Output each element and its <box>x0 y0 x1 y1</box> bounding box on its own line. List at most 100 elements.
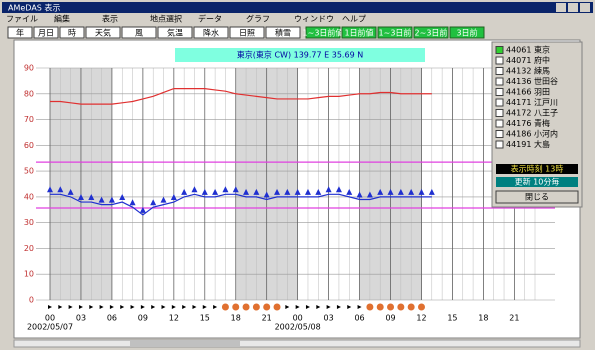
hour-arrow <box>202 305 207 309</box>
hour-dot <box>407 303 415 311</box>
x-tick-label: 18 <box>478 314 488 323</box>
data-marker <box>253 188 260 195</box>
station-name[interactable]: 44186 小河内 <box>506 129 558 139</box>
x-tick-label: 15 <box>200 314 210 323</box>
hour-dot <box>366 303 374 311</box>
x-tick-label: 00 <box>45 314 55 323</box>
station-checkbox[interactable] <box>495 140 504 149</box>
toolbar-label: 時 <box>68 29 76 38</box>
close-window-button[interactable] <box>580 3 590 12</box>
date-label: 2002/05/08 <box>275 323 321 332</box>
y-tick-label: 0 <box>29 296 34 305</box>
station-name[interactable]: 44061 東京 <box>506 45 550 55</box>
hour-dot <box>397 303 405 311</box>
toolbar-button[interactable] <box>59 26 85 39</box>
station-checkbox[interactable] <box>495 77 504 86</box>
data-marker <box>57 186 64 193</box>
period-button[interactable] <box>377 26 413 39</box>
station-name[interactable]: 44172 八王子 <box>506 109 558 118</box>
data-marker <box>181 188 188 195</box>
station-checkbox[interactable] <box>495 67 504 75</box>
hour-arrow <box>347 305 352 309</box>
scroll-thumb[interactable] <box>130 341 240 346</box>
y-tick-label: 80 <box>24 89 34 98</box>
period-button[interactable] <box>341 26 377 39</box>
data-marker <box>418 188 425 195</box>
station-name[interactable]: 44132 練馬 <box>506 66 550 76</box>
period-label: 1~3日前 <box>379 28 412 38</box>
y-tick-label: 40 <box>24 192 34 201</box>
station-name[interactable]: 44171 江戸川 <box>506 98 558 107</box>
toolbar-label: 気温 <box>167 28 183 38</box>
x-tick-label: 21 <box>262 314 272 323</box>
hour-arrow <box>213 305 218 309</box>
data-marker <box>387 188 394 195</box>
y-tick-label: 70 <box>24 115 34 124</box>
menu-item[interactable]: 編集 <box>54 14 70 24</box>
hour-arrow <box>326 305 331 309</box>
x-tick-label: 09 <box>385 314 395 323</box>
status-text: 表示時刻 13時 <box>511 164 564 174</box>
station-name[interactable]: 44136 世田谷 <box>506 76 558 86</box>
toolbar-button[interactable] <box>157 26 193 39</box>
menu-item[interactable]: ファイル <box>6 15 38 24</box>
menu-item[interactable]: ヘルプ <box>342 15 366 24</box>
hour-arrow <box>140 305 145 309</box>
station-checkbox[interactable] <box>495 98 504 107</box>
data-marker <box>263 191 270 198</box>
toolbar-button[interactable] <box>85 26 121 39</box>
station-checkbox[interactable] <box>495 88 504 96</box>
data-marker <box>77 194 84 201</box>
period-button[interactable] <box>305 26 341 39</box>
menu-item[interactable]: 地点選択 <box>150 14 182 24</box>
toolbar-button[interactable] <box>33 26 59 39</box>
station-checkbox[interactable] <box>495 109 504 117</box>
station-name[interactable]: 44176 青梅 <box>506 118 550 128</box>
data-marker <box>47 186 53 193</box>
menu-item[interactable]: グラフ <box>246 14 270 24</box>
period-label: 3日前 <box>456 28 477 38</box>
data-marker <box>356 191 363 198</box>
station-checkbox[interactable] <box>495 119 504 128</box>
menu-item[interactable]: ウィンドウ <box>294 15 334 24</box>
toolbar-button[interactable] <box>265 26 301 39</box>
period-button[interactable] <box>449 26 485 39</box>
toolbar-button[interactable] <box>7 26 33 39</box>
data-marker <box>284 188 291 195</box>
station-name[interactable]: 44071 府中 <box>506 55 550 65</box>
station-checkbox[interactable] <box>495 56 504 65</box>
hour-arrow <box>316 305 321 309</box>
toolbar-button[interactable] <box>229 26 265 39</box>
maximize-button[interactable] <box>568 3 578 12</box>
station-name[interactable]: 44166 羽田 <box>506 88 550 97</box>
x-tick-label: 15 <box>447 314 457 323</box>
data-marker <box>212 188 219 195</box>
station-name[interactable]: 44191 大島 <box>506 139 550 149</box>
hour-arrow <box>120 305 125 309</box>
data-marker <box>325 186 332 193</box>
x-tick-label: 18 <box>231 314 241 323</box>
x-tick-label: 21 <box>509 314 519 323</box>
close-label[interactable]: 閉じる <box>525 193 549 202</box>
toolbar-button[interactable] <box>193 26 229 39</box>
period-button[interactable] <box>413 26 449 39</box>
x-tick-label: 03 <box>76 314 86 323</box>
y-tick-label: 90 <box>24 64 34 73</box>
close-button[interactable] <box>495 190 579 204</box>
menu-item[interactable]: データ <box>198 14 222 24</box>
toolbar-label: 積雪 <box>275 28 291 38</box>
menu-item[interactable]: 表示 <box>102 14 118 24</box>
hour-arrow <box>285 305 290 309</box>
date-label: 2002/05/07 <box>27 323 73 332</box>
data-marker <box>377 188 384 195</box>
data-marker <box>67 188 74 195</box>
station-checkbox[interactable] <box>495 130 504 138</box>
hour-dot <box>252 303 260 311</box>
toolbar-button[interactable] <box>121 26 157 39</box>
data-marker <box>335 186 342 193</box>
scrollbar[interactable] <box>13 339 581 348</box>
hour-dot <box>232 303 240 311</box>
minimize-button[interactable] <box>556 3 566 12</box>
station-checkbox[interactable] <box>495 46 504 54</box>
status-box <box>496 164 578 174</box>
